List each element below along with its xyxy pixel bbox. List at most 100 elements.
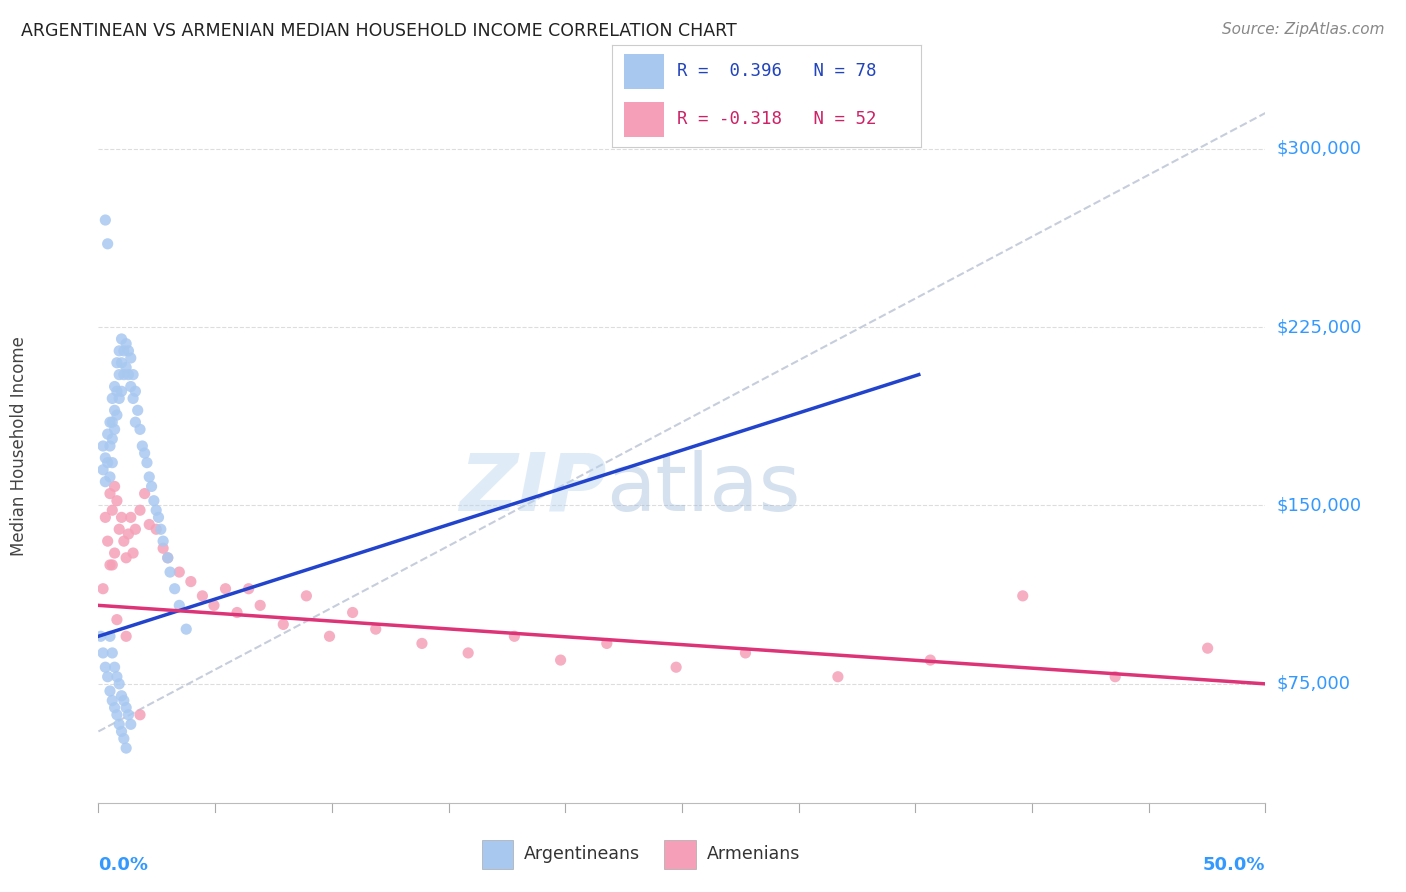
Point (91, 463, 114, 477)
Point (110, 510, 132, 524)
Point (101, 456, 124, 470)
Point (110, 689, 132, 703)
Point (145, 522, 167, 536)
Point (457, 646, 479, 660)
Point (117, 368, 139, 382)
Text: $150,000: $150,000 (1277, 497, 1361, 515)
Point (105, 356, 128, 370)
Bar (624, 54, 664, 88)
Point (138, 517, 160, 532)
Point (295, 589, 318, 603)
Point (734, 646, 756, 660)
Point (117, 707, 139, 722)
Point (98, 439, 121, 453)
Point (152, 541, 174, 556)
Point (115, 741, 138, 756)
Point (115, 700, 138, 714)
Point (145, 503, 167, 517)
Text: Armenians: Armenians (707, 845, 800, 863)
Point (104, 403, 127, 417)
Point (124, 415, 146, 429)
Point (129, 503, 152, 517)
Point (97, 236, 120, 251)
Point (503, 629, 526, 643)
Point (101, 693, 124, 707)
Point (94, 450, 117, 465)
Point (411, 636, 433, 650)
Point (120, 351, 142, 365)
Point (149, 522, 172, 536)
Point (124, 384, 146, 399)
Point (1011, 589, 1033, 603)
Text: 50.0%: 50.0% (1204, 856, 1265, 874)
Point (104, 546, 127, 560)
Point (91, 646, 114, 660)
Point (101, 646, 124, 660)
Point (550, 653, 572, 667)
Point (98, 629, 121, 643)
Point (249, 599, 271, 613)
Bar (665, 840, 696, 869)
Point (152, 534, 174, 549)
Point (318, 629, 340, 643)
Text: Median Household Income: Median Household Income (10, 336, 28, 556)
Point (97, 456, 120, 470)
Text: R =  0.396   N = 78: R = 0.396 N = 78 (676, 62, 876, 80)
Point (134, 486, 156, 500)
Point (101, 415, 124, 429)
Text: ARGENTINEAN VS ARMENIAN MEDIAN HOUSEHOLD INCOME CORRELATION CHART: ARGENTINEAN VS ARMENIAN MEDIAN HOUSEHOLD… (21, 22, 737, 40)
Point (117, 527, 139, 541)
Point (101, 503, 124, 517)
Point (112, 368, 135, 382)
Point (105, 408, 128, 422)
Point (98, 486, 121, 500)
Point (90, 629, 112, 643)
Point (827, 670, 849, 684)
Point (97, 427, 120, 442)
Point (105, 613, 128, 627)
Point (112, 731, 135, 746)
Point (129, 707, 152, 722)
Point (129, 422, 152, 436)
Point (180, 574, 202, 589)
Point (101, 432, 124, 446)
Point (104, 379, 127, 393)
Point (1104, 670, 1126, 684)
Bar (481, 840, 513, 869)
Point (105, 493, 128, 508)
Point (105, 670, 128, 684)
Point (122, 368, 145, 382)
Point (112, 343, 135, 358)
Bar (624, 102, 664, 137)
Point (238, 582, 260, 596)
Point (665, 660, 688, 674)
Point (104, 479, 127, 493)
Point (115, 360, 138, 375)
Point (110, 384, 132, 399)
Point (174, 622, 197, 636)
Point (120, 510, 142, 524)
Point (108, 392, 131, 406)
Text: Argentineans: Argentineans (524, 845, 640, 863)
Point (122, 546, 145, 560)
Point (108, 368, 131, 382)
Point (94, 660, 117, 674)
Point (98, 470, 121, 484)
Point (91, 439, 114, 453)
Point (159, 565, 181, 579)
Point (136, 456, 159, 470)
Point (364, 622, 387, 636)
Point (342, 606, 364, 620)
Point (120, 379, 142, 393)
Point (101, 558, 124, 572)
Point (94, 475, 117, 489)
Text: 0.0%: 0.0% (98, 856, 149, 874)
Point (271, 617, 294, 632)
Point (108, 677, 131, 691)
Point (596, 636, 619, 650)
Point (115, 629, 138, 643)
Point (112, 693, 135, 707)
Point (98, 684, 121, 698)
Point (112, 534, 135, 549)
Point (104, 422, 127, 436)
